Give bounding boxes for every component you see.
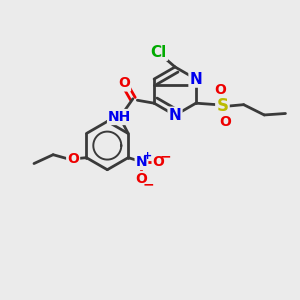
Text: +: + [143,151,153,160]
Text: Cl: Cl [151,45,167,60]
Text: N: N [190,71,202,86]
Text: O: O [118,76,130,91]
Text: N: N [136,155,147,169]
Text: −: − [142,177,154,191]
Text: S: S [216,97,228,115]
Text: NH: NH [108,110,131,124]
Text: N: N [169,108,182,123]
Text: O: O [153,155,164,169]
Text: O: O [136,172,147,186]
Text: O: O [214,83,226,97]
Text: O: O [67,152,79,166]
Text: O: O [219,115,231,129]
Text: −: − [159,150,171,164]
